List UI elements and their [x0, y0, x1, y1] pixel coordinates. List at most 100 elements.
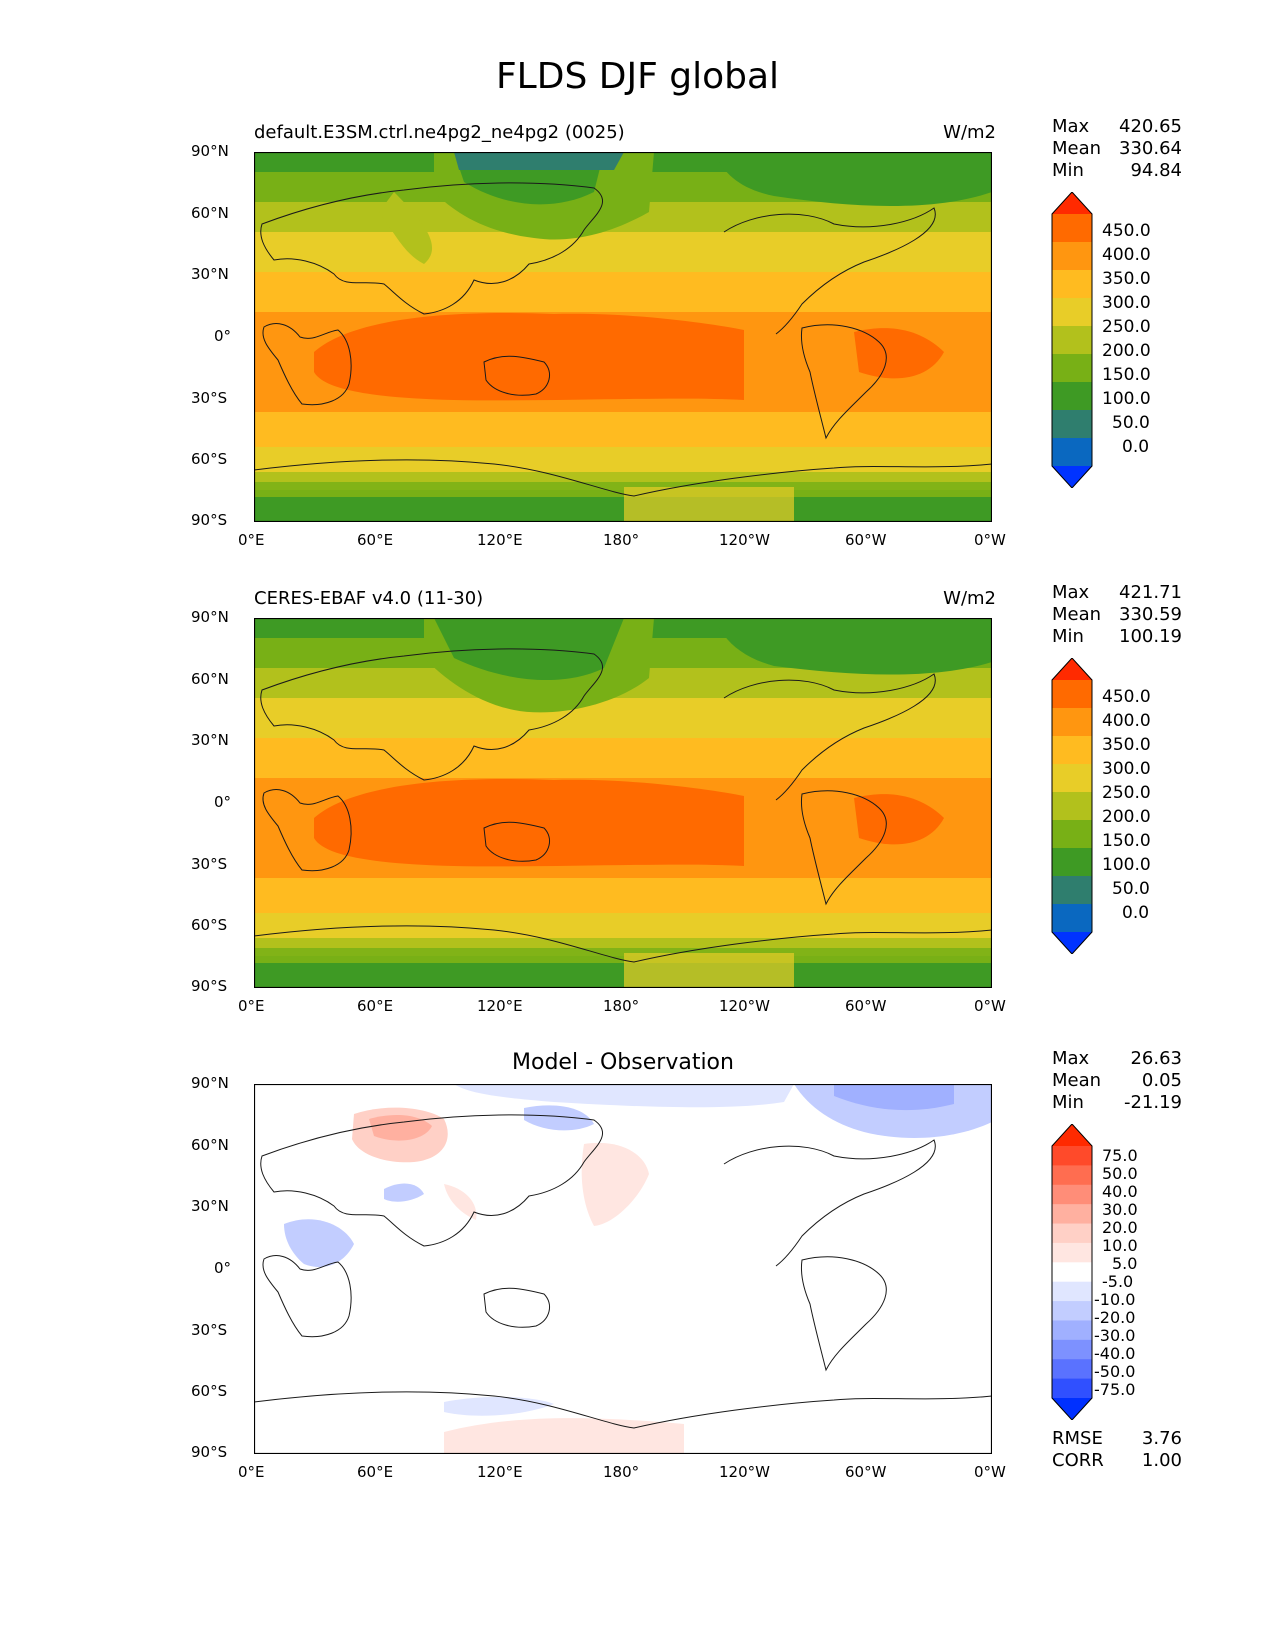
- colorbar-label: -10.0: [1094, 1290, 1136, 1309]
- lat-label: 30°N: [191, 1197, 229, 1215]
- lon-label: 180°: [603, 997, 640, 1015]
- lat-label: 90°S: [191, 977, 228, 995]
- colorbar-swatch: [1052, 298, 1092, 327]
- stat-min-label: Min: [1052, 1092, 1084, 1113]
- stat-mean-value: 330.59: [1119, 604, 1182, 625]
- colorbar-label: -30.0: [1094, 1326, 1136, 1345]
- colorbar-swatch: [1052, 1281, 1092, 1302]
- anomaly-negative: [524, 1105, 594, 1131]
- colorbar-label: 5.0: [1112, 1254, 1138, 1273]
- lat-label: 90°S: [191, 511, 228, 529]
- colorbar-swatch: [1052, 410, 1092, 439]
- corr-label: CORR: [1052, 1450, 1104, 1471]
- colorbar-label: 200.0: [1102, 807, 1151, 827]
- colorbar-swatch: [1052, 242, 1092, 271]
- panel-2-units: W/m2: [943, 588, 996, 609]
- lat-label: 60°N: [191, 670, 229, 688]
- anomaly-positive: [581, 1142, 649, 1226]
- corr-value: 1.00: [1141, 1450, 1182, 1471]
- colorbar-swatch: [1052, 1398, 1092, 1420]
- lat-label: 90°S: [191, 1443, 228, 1461]
- lon-label: 180°: [603, 531, 640, 549]
- stat-mean-label: Mean: [1052, 604, 1102, 625]
- lon-label: 0°E: [238, 531, 265, 549]
- anomaly-negative: [384, 1183, 424, 1202]
- lat-label: 0°: [214, 327, 232, 345]
- lat-label: 30°S: [191, 1321, 228, 1339]
- colorbar-label: 75.0: [1102, 1146, 1138, 1165]
- amazon-maximum: [854, 328, 944, 379]
- lon-label: 0°W: [974, 997, 1006, 1015]
- rmse-label: RMSE: [1052, 1428, 1103, 1449]
- colorbar-swatch: [1052, 354, 1092, 383]
- lon-label: 120°E: [477, 1463, 523, 1481]
- colorbar-label: 350.0: [1102, 269, 1151, 289]
- colorbar-swatch: [1052, 680, 1092, 709]
- panel-3-map: [254, 1084, 992, 1454]
- lon-label: 0°E: [238, 1463, 265, 1481]
- colorbar-swatch: [1052, 708, 1092, 737]
- panel-1-colorbar: [1051, 192, 1093, 488]
- colorbar-swatch: [1052, 1301, 1092, 1321]
- colorbar-swatch: [1052, 192, 1092, 214]
- colorbar-label: 300.0: [1102, 759, 1151, 779]
- colorbar-swatch: [1052, 876, 1092, 905]
- lon-label: 60°W: [845, 1463, 887, 1481]
- colorbar-label: 30.0: [1102, 1200, 1138, 1219]
- colorbar-swatch: [1052, 764, 1092, 793]
- colorbar-swatch: [1052, 1262, 1092, 1283]
- colorbar-label: 40.0: [1102, 1182, 1138, 1201]
- anomaly-positive: [444, 1418, 684, 1454]
- stat-max-value: 420.65: [1119, 116, 1182, 137]
- colorbar-label: -40.0: [1094, 1344, 1136, 1363]
- colorbar-label: 250.0: [1102, 783, 1151, 803]
- colorbar-swatch: [1052, 848, 1092, 877]
- colorbar-swatch: [1052, 1146, 1092, 1166]
- colorbar-outline: [1051, 1124, 1093, 1420]
- lon-label: 60°W: [845, 531, 887, 549]
- stat-mean-label: Mean: [1052, 138, 1102, 159]
- panel-3-stats: Max 26.63 Mean 0.05 Min -21.19: [1052, 1048, 1182, 1114]
- colorbar-label: 450.0: [1102, 687, 1151, 707]
- colorbar-outline: [1051, 192, 1093, 488]
- colorbar-swatch: [1052, 904, 1092, 933]
- panel-3-metrics: RMSE 3.76 CORR 1.00: [1052, 1428, 1182, 1472]
- anomaly-positive: [369, 1114, 432, 1141]
- colorbar-swatch: [1052, 1242, 1092, 1263]
- lat-label: 90°N: [191, 1074, 229, 1092]
- colorbar-label: 400.0: [1102, 711, 1151, 731]
- colorbar-label: 350.0: [1102, 735, 1151, 755]
- stat-min-value: -21.19: [1123, 1092, 1182, 1113]
- lon-label: 60°E: [357, 531, 394, 549]
- colorbar-swatch: [1052, 1184, 1092, 1205]
- coastlines: [254, 182, 992, 497]
- lon-label: 120°E: [477, 531, 523, 549]
- colorbar-label: 100.0: [1102, 389, 1151, 409]
- colorbar-swatch: [1052, 1223, 1092, 1244]
- colorbar-label: 100.0: [1102, 855, 1151, 875]
- colorbar-swatch: [1052, 1378, 1092, 1399]
- colorbar-label: 400.0: [1102, 245, 1151, 265]
- lon-label: 120°W: [719, 531, 770, 549]
- lon-label: 60°E: [357, 997, 394, 1015]
- lat-label: 60°N: [191, 204, 229, 222]
- lon-label: 0°E: [238, 997, 265, 1015]
- colorbar-swatch: [1052, 1359, 1092, 1380]
- panel-2-colorbar: [1051, 658, 1093, 954]
- colorbar-swatch: [1052, 1320, 1092, 1341]
- lat-label: 60°N: [191, 1136, 229, 1154]
- panel-2-map: [254, 618, 992, 988]
- stat-max-label: Max: [1052, 582, 1090, 603]
- colorbar-swatch: [1052, 792, 1092, 821]
- lat-label: 60°S: [191, 916, 228, 934]
- stat-mean-label: Mean: [1052, 1070, 1102, 1091]
- colorbar-swatch: [1052, 326, 1092, 355]
- lat-label: 90°N: [191, 142, 229, 160]
- stat-min-label: Min: [1052, 160, 1084, 181]
- colorbar-label: 300.0: [1102, 293, 1151, 313]
- lat-label: 60°S: [191, 1382, 228, 1400]
- panel-2-stats: Max 421.71 Mean 330.59 Min 100.19: [1052, 582, 1182, 648]
- colorbar-swatch: [1052, 1204, 1092, 1225]
- colorbar-label: 200.0: [1102, 341, 1151, 361]
- colorbar-swatch: [1052, 1124, 1092, 1146]
